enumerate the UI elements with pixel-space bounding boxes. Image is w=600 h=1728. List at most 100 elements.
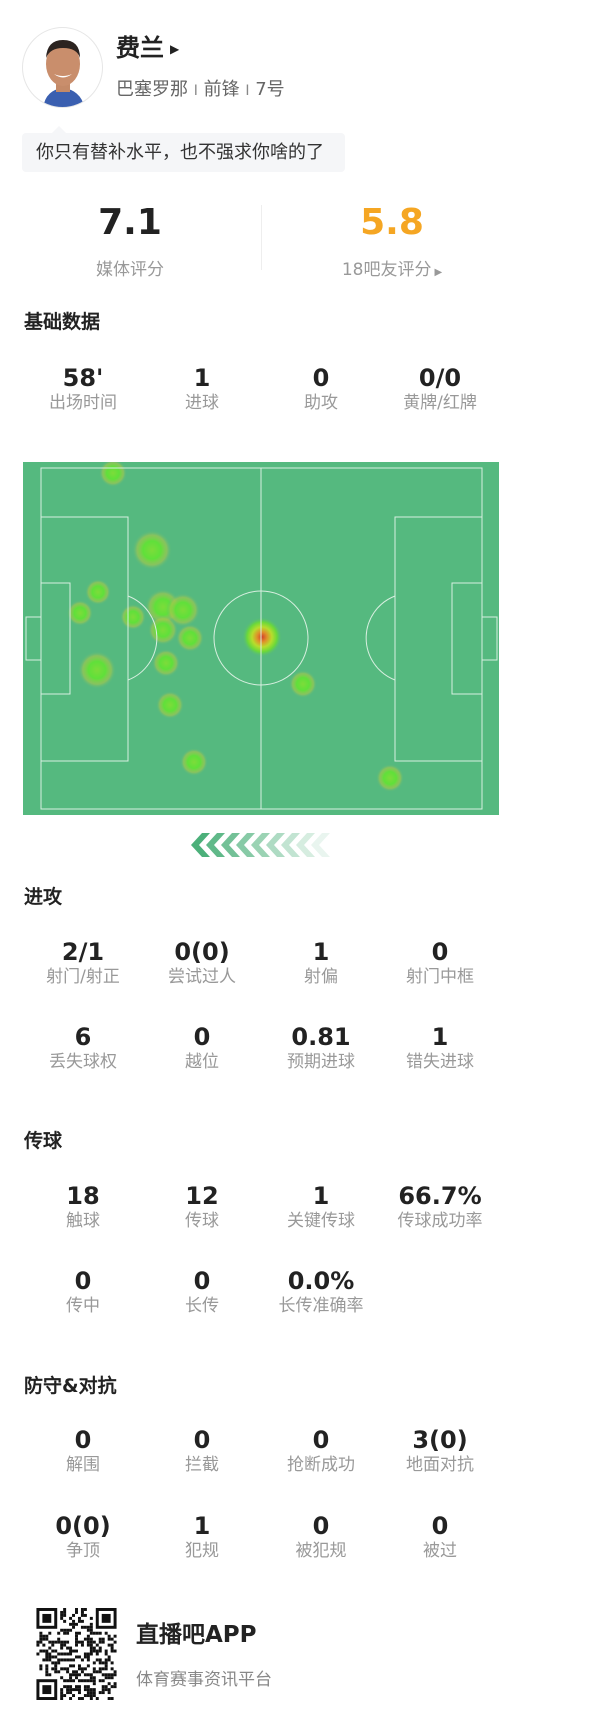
media-rating: 7.1	[98, 202, 162, 243]
player-avatar[interactable]	[22, 27, 103, 108]
heat-spot	[289, 670, 317, 698]
separator: I	[193, 83, 198, 99]
stat-value: 1	[312, 938, 330, 966]
stat-value: 0	[312, 1426, 330, 1454]
heat-spot	[120, 604, 146, 630]
stat-value: 0	[193, 1426, 211, 1454]
stat-label: 黄牌/红牌	[403, 393, 477, 413]
stat-attack: 0.81 预期进球	[256, 1023, 386, 1073]
stat-passing: 0.0% 长传准确率	[256, 1267, 386, 1317]
stat-defense: 0 拦截	[137, 1426, 267, 1476]
stat-defense: 0(0) 争顶	[18, 1512, 148, 1562]
stat-passing: 1 关键传球	[256, 1182, 386, 1232]
heat-spot	[376, 764, 404, 792]
chevron-left-icon	[281, 833, 300, 857]
stat-label: 犯规	[185, 1541, 219, 1561]
player-photo-icon	[43, 40, 85, 107]
section-title-basic: 基础数据	[24, 311, 101, 333]
stat-attack: 0 射门中框	[375, 938, 505, 988]
heat-spot	[132, 530, 172, 570]
chevron-left-icon	[296, 833, 315, 857]
comment-bubble: 你只有替补水平，也不强求你啥的了	[22, 126, 345, 172]
player-name-link[interactable]: 费兰 ▶	[116, 32, 179, 65]
heat-spot	[166, 593, 200, 627]
stat-value: 0	[193, 1267, 211, 1295]
qr-code	[36, 1608, 117, 1700]
heat-spot-hot	[242, 617, 282, 657]
stat-value: 66.7%	[398, 1182, 482, 1210]
stat-attack: 0(0) 尝试过人	[137, 938, 267, 988]
stat-basic: 58' 出场时间	[18, 364, 148, 414]
stat-label: 长传准确率	[278, 1296, 364, 1316]
stat-value: 1	[431, 1023, 449, 1051]
stat-defense: 3(0) 地面对抗	[375, 1426, 505, 1476]
stat-defense: 0 被犯规	[256, 1512, 386, 1562]
fan-rating-label: 18吧友评分	[341, 260, 432, 280]
stat-label: 传中	[66, 1296, 100, 1316]
heat-spot	[180, 748, 208, 776]
stat-value: 0	[431, 938, 449, 966]
chevron-left-icon	[266, 833, 285, 857]
attack-direction-arrows	[191, 833, 330, 857]
caret-right-icon: ▶	[434, 267, 443, 278]
stat-attack: 2/1 射门/射正	[18, 938, 148, 988]
stat-basic: 1 进球	[137, 364, 267, 414]
chevron-left-icon	[191, 833, 210, 857]
media-rating-label: 媒体评分	[96, 260, 164, 280]
stat-label: 争顶	[66, 1541, 100, 1561]
heat-spot	[85, 579, 111, 605]
stat-passing: 18 触球	[18, 1182, 148, 1232]
stat-label: 地面对抗	[406, 1455, 474, 1475]
section-title-passing: 传球	[24, 1130, 63, 1152]
stat-value: 0.0%	[287, 1267, 355, 1295]
stat-defense: 0 抢断成功	[256, 1426, 386, 1476]
stat-label: 助攻	[304, 393, 338, 413]
player-name: 费兰	[116, 34, 164, 62]
shirt-number: 7号	[255, 79, 285, 100]
app-name: 直播吧APP	[136, 1622, 257, 1648]
chevron-left-icon	[221, 833, 240, 857]
stat-label: 越位	[185, 1052, 219, 1072]
heat-spot	[148, 615, 178, 645]
stat-passing: 0 传中	[18, 1267, 148, 1317]
stat-label: 丢失球权	[49, 1052, 117, 1072]
heat-spot	[78, 651, 116, 689]
stat-label: 进球	[185, 393, 219, 413]
stat-defense: 1 犯规	[137, 1512, 267, 1562]
stat-value: 18	[66, 1182, 100, 1210]
stat-label: 长传	[185, 1296, 219, 1316]
section-title-defense: 防守&对抗	[24, 1375, 117, 1397]
stat-value: 0	[74, 1267, 92, 1295]
stat-value: 1	[193, 1512, 211, 1540]
stat-label: 尝试过人	[168, 967, 236, 987]
stat-value: 1	[193, 364, 211, 392]
stat-value: 3(0)	[412, 1426, 468, 1454]
pitch-lines	[25, 467, 498, 810]
stat-label: 预期进球	[287, 1052, 355, 1072]
stat-label: 关键传球	[287, 1211, 355, 1231]
divider	[261, 205, 262, 270]
stat-value: 0	[431, 1512, 449, 1540]
stat-label: 被犯规	[295, 1541, 347, 1561]
stat-value: 0(0)	[55, 1512, 111, 1540]
stat-value: 6	[74, 1023, 92, 1051]
stat-label: 出场时间	[49, 393, 117, 413]
heat-spot	[156, 691, 184, 719]
stat-label: 拦截	[185, 1455, 219, 1475]
stat-attack: 6 丢失球权	[18, 1023, 148, 1073]
stat-label: 触球	[66, 1211, 100, 1231]
chevron-left-icon	[251, 833, 270, 857]
fan-rating-link[interactable]: 18吧友评分 ▶	[292, 259, 492, 284]
stat-label: 传球	[185, 1211, 219, 1231]
fan-rating: 5.8	[360, 202, 424, 243]
stat-attack: 0 越位	[137, 1023, 267, 1073]
club-name: 巴塞罗那	[116, 79, 188, 100]
stat-value: 0/0	[418, 364, 462, 392]
position: 前锋	[203, 79, 240, 100]
stat-value: 0	[193, 1023, 211, 1051]
stat-value: 0	[74, 1426, 92, 1454]
heat-spot	[152, 649, 180, 677]
stat-value: 2/1	[61, 938, 105, 966]
stat-value: 0	[312, 1512, 330, 1540]
stat-label: 被过	[423, 1541, 457, 1561]
